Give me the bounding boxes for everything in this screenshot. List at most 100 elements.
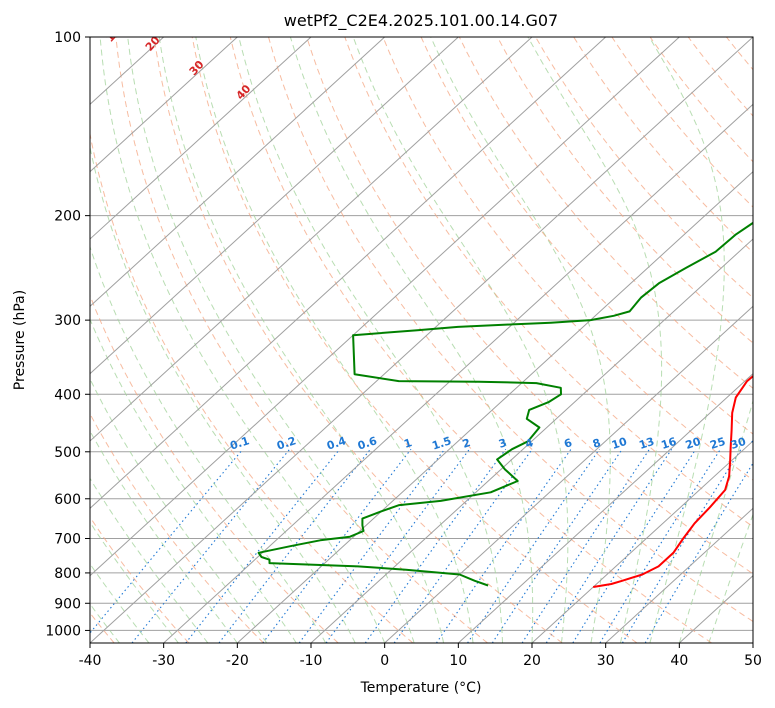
mixing-ratio-line <box>644 462 753 643</box>
mixing-ratio-label: 16 <box>660 435 679 452</box>
dry-adiabat-label: 10 <box>103 24 123 44</box>
dry-adiabat-line <box>229 37 712 643</box>
x-tick-label: 50 <box>744 653 762 669</box>
dry-adiabats <box>90 37 753 643</box>
x-tick-label: -10 <box>300 653 323 669</box>
dry-adiabat-line <box>191 37 638 643</box>
x-tick-label: -40 <box>79 653 102 669</box>
dry-adiabat-line <box>573 37 753 254</box>
moist-adiabat-line <box>648 37 725 643</box>
x-axis-title: Temperature (°C) <box>360 680 482 696</box>
isotherm-line <box>90 37 459 375</box>
isotherm-line <box>90 37 386 308</box>
moist-adiabat-line <box>289 37 534 643</box>
mixing-ratio-label: 25 <box>708 435 727 452</box>
mixing-ratio-line <box>435 448 572 643</box>
mixing-ratio-line <box>131 448 291 643</box>
dry-adiabat-line <box>382 37 753 481</box>
dry-adiabat-line <box>153 37 563 643</box>
moist-adiabat-line <box>90 521 179 643</box>
moist-adiabat-line <box>90 563 150 643</box>
mixing-ratio-label: 4 <box>524 436 536 451</box>
moist-adiabat-line <box>430 37 611 643</box>
moist-adiabat-line <box>127 37 415 643</box>
dry-adiabat-line <box>496 37 753 344</box>
moist-adiabat-line <box>99 37 386 643</box>
y-tick-label: 1000 <box>45 623 81 639</box>
isotherms <box>90 37 753 643</box>
y-tick-label: 100 <box>54 30 81 46</box>
mixing-ratio-line <box>185 448 341 643</box>
isotherm-line <box>90 37 753 643</box>
isotherm-line <box>310 238 753 643</box>
y-tick-label: 600 <box>54 492 81 508</box>
mixing-ratio-label: 6 <box>562 436 574 451</box>
mixing-ratio-label: 30 <box>729 435 748 452</box>
isopleth-labels: 0.10.20.40.611.52346810131620253036-100-… <box>103 24 769 453</box>
moist-adiabat-line <box>90 317 297 643</box>
mixing-ratio-label: 20 <box>684 435 703 452</box>
dry-adiabat-line <box>306 37 753 575</box>
x-tick-label: 20 <box>523 653 541 669</box>
y-tick-label: 800 <box>54 566 81 582</box>
isotherm-line <box>457 372 753 643</box>
x-tick-label: -20 <box>226 653 249 669</box>
isotherm-line <box>90 37 680 577</box>
mixing-ratio-line <box>364 448 507 643</box>
isotherm-line <box>90 37 533 442</box>
moist-adiabat-line <box>352 37 569 643</box>
isotherm-line <box>90 37 607 510</box>
mixing-ratio-label: 1 <box>402 436 413 451</box>
x-tick-label: 30 <box>597 653 615 669</box>
mixing-ratio-line <box>491 448 623 643</box>
isotherm-line <box>384 305 753 643</box>
y-axis-title: Pressure (hPa) <box>12 290 28 390</box>
mixing-ratio-line <box>621 448 742 643</box>
mixing-ratio-line <box>262 448 412 643</box>
mixing-ratio-label: 13 <box>637 435 656 452</box>
isotherm-line <box>90 37 238 173</box>
mixing-ratio-line <box>599 448 721 643</box>
dry-adiabat-line <box>649 37 753 163</box>
isotherm-line <box>90 37 312 240</box>
mixing-ratio-label: 1.5 <box>430 434 453 452</box>
moist-adiabat-line <box>195 37 474 643</box>
mixing-ratio-label: 0.2 <box>275 434 298 452</box>
dry-adiabat-line <box>420 37 753 435</box>
mixing-ratio-label: 3 <box>497 436 508 451</box>
mixing-ratio-line <box>393 448 533 643</box>
moist-adiabat-line <box>527 37 663 643</box>
y-axis-ticks: 1000 900 800 700 600 500 400 300 200 100 <box>45 30 90 639</box>
dry-adiabat-line <box>115 37 488 643</box>
temperature-trace <box>593 374 753 588</box>
mixing-ratio-line <box>90 448 244 634</box>
moist-adiabat-line <box>678 399 753 643</box>
y-tick-label: 200 <box>54 209 81 225</box>
moist-adiabat-line <box>90 377 268 643</box>
mixing-ratio-label: 36 <box>750 435 769 452</box>
x-tick-label: 10 <box>449 653 467 669</box>
dry-adiabat-line <box>90 516 190 643</box>
dry-adiabat-line <box>90 131 414 643</box>
x-axis-ticks: -40 -30 -20 -10 0 10 20 30 40 50 <box>79 643 762 669</box>
mixing-ratio-label: 0.1 <box>228 434 251 452</box>
dry-adiabat-line <box>90 294 339 643</box>
y-tick-label: 700 <box>54 532 81 548</box>
moist-adiabat-line <box>708 513 753 643</box>
dewpoint-trace <box>257 221 753 587</box>
moist-adiabat-line <box>90 477 209 643</box>
moist-adiabat-line <box>90 430 238 643</box>
pressure-gridlines <box>90 37 753 631</box>
plot-area: 0.10.20.40.611.52346810131620253036-100-… <box>90 24 769 643</box>
dry-adiabat-line <box>458 37 753 389</box>
mixing-ratio-label: 8 <box>591 436 602 451</box>
mixing-ratio-label: 0.4 <box>325 434 348 452</box>
mixing-ratio-label: 10 <box>610 435 629 452</box>
moist-adiabat-line <box>238 37 503 643</box>
y-tick-label: 400 <box>54 387 81 403</box>
dry-adiabat-line <box>90 412 264 643</box>
isotherm-line <box>531 440 753 643</box>
isotherm-line <box>605 507 753 643</box>
x-tick-label: -30 <box>152 653 175 669</box>
